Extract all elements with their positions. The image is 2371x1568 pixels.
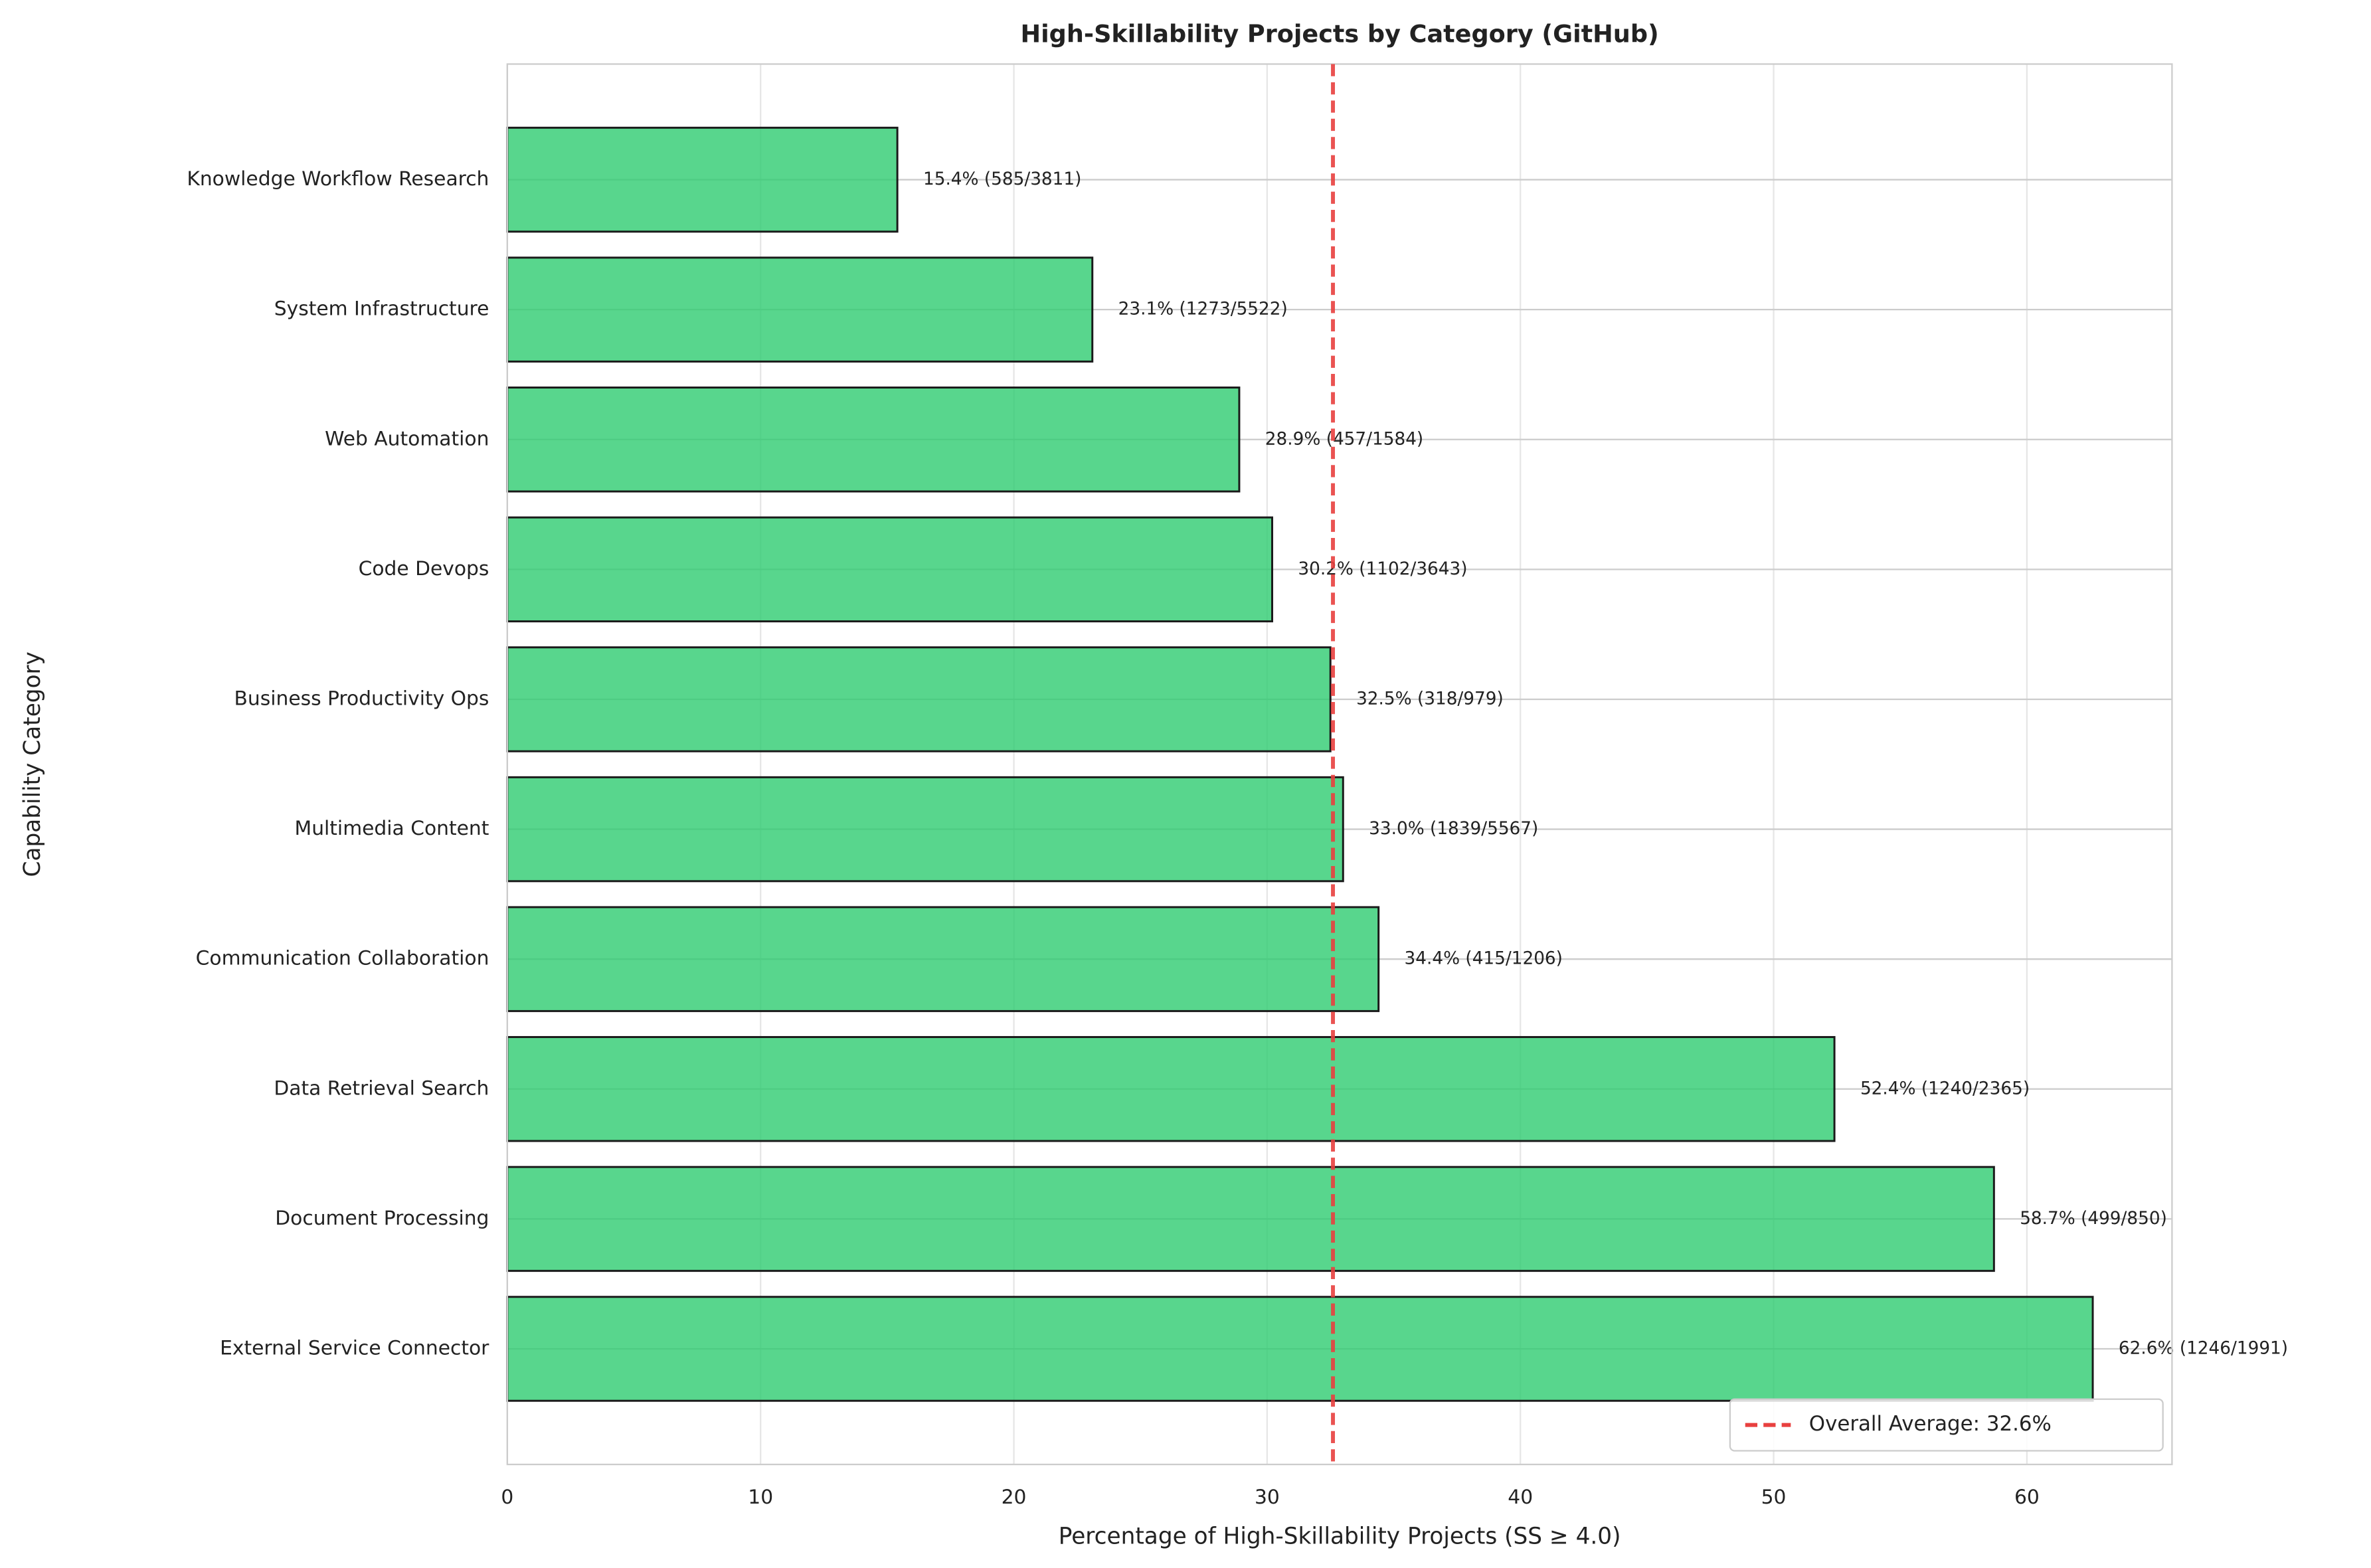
value-label: 23.1% (1273/5522) — [1118, 300, 1288, 319]
chart-title: High-Skillability Projects by Category (… — [1021, 20, 1659, 48]
y-tick-label: System Infrastructure — [274, 298, 489, 321]
x-tick-label: 10 — [748, 1486, 773, 1509]
legend-box — [1729, 1398, 2164, 1452]
y-tick-label: Document Processing — [275, 1207, 489, 1230]
bar — [506, 1036, 1836, 1142]
y-tick-label: Web Automation — [325, 427, 489, 450]
bar — [506, 776, 1344, 883]
value-label: 28.9% (457/1584) — [1265, 429, 1423, 449]
value-label: 58.7% (499/850) — [2020, 1209, 2167, 1229]
bar — [506, 387, 1241, 493]
value-label: 52.4% (1240/2365) — [1860, 1079, 2030, 1098]
y-tick-label: Knowledge Workflow Research — [187, 167, 489, 191]
bar — [506, 1296, 2094, 1402]
bar — [506, 906, 1380, 1012]
y-tick-label: Code Devops — [359, 557, 489, 580]
value-label: 33.0% (1839/5567) — [1369, 819, 1538, 839]
bar — [506, 1166, 1995, 1272]
x-tick-label: 20 — [1002, 1486, 1027, 1509]
bar — [506, 256, 1094, 363]
bar — [506, 126, 899, 233]
y-tick-label: Communication Collaboration — [196, 947, 489, 970]
value-label: 34.4% (415/1206) — [1405, 949, 1563, 969]
x-tick-label: 0 — [501, 1486, 513, 1509]
x-tick-label: 30 — [1255, 1486, 1280, 1509]
x-tick-label: 40 — [1508, 1486, 1533, 1509]
value-label: 30.2% (1102/3643) — [1298, 559, 1467, 579]
value-label: 32.5% (318/979) — [1356, 689, 1504, 709]
value-label: 15.4% (585/3811) — [923, 169, 1081, 189]
bar — [506, 516, 1273, 623]
y-tick-label: Business Productivity Ops — [234, 687, 489, 710]
x-tick-label: 50 — [1761, 1486, 1787, 1509]
plot-frame — [506, 63, 2173, 1466]
value-label: 62.6% (1246/1991) — [2119, 1338, 2288, 1358]
x-tick-label: 60 — [2014, 1486, 2040, 1509]
x-axis-label: Percentage of High-Skillability Projects… — [1059, 1523, 1621, 1549]
y-tick-label: External Service Connector — [220, 1336, 489, 1359]
y-tick-label: Data Retrieval Search — [274, 1077, 489, 1100]
y-axis-label: Capability Category — [19, 652, 46, 877]
legend-label: Overall Average: 32.6% — [1809, 1412, 2052, 1436]
y-tick-label: Multimedia Content — [295, 817, 489, 840]
bar — [506, 646, 1332, 752]
